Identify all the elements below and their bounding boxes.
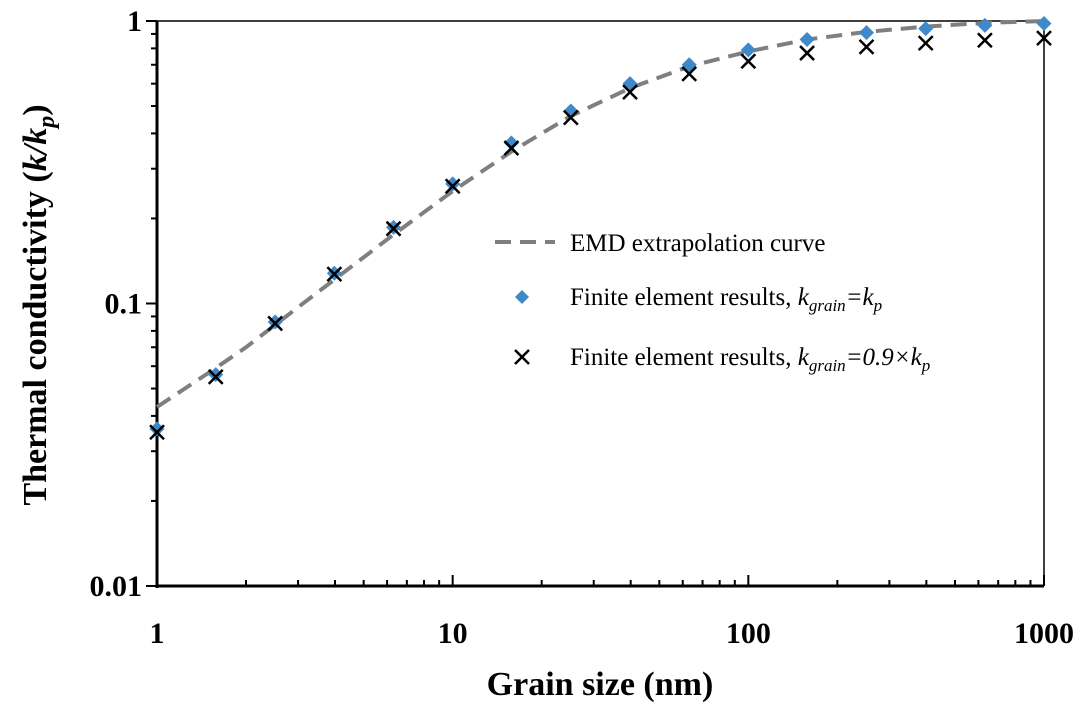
fe-kp-point — [977, 17, 993, 33]
axis-tick-labels: 1 10 100 1000 0.01 0.1 1 — [90, 5, 1075, 650]
fe-kp-point — [208, 367, 224, 383]
fe-kp-point — [918, 21, 934, 37]
legend-label-emd: EMD extrapolation curve — [570, 230, 825, 257]
legend-label-fe-kp: Finite element results, kgrain=kp — [570, 284, 882, 315]
fe-09kp-point — [1036, 30, 1052, 46]
fe-kp-point — [622, 76, 638, 92]
fe-09kp-point — [858, 38, 875, 55]
fe-09kp-point — [976, 32, 993, 49]
fe-09kp-point — [740, 53, 757, 70]
y-tick-label: 1 — [127, 5, 142, 38]
legend: EMD extrapolation curve Finite element r… — [495, 230, 930, 375]
x-tick-label: 100 — [726, 617, 771, 650]
fe-09kp-point — [917, 35, 934, 52]
fe-kp-point — [740, 42, 756, 58]
fe-kp-point — [859, 25, 875, 41]
x-tick-label: 1000 — [1014, 617, 1074, 650]
legend-label-fe-09kp: Finite element results, kgrain=0.9×kp — [570, 344, 930, 375]
legend-x-swatch — [514, 349, 530, 365]
y-tick-label: 0.01 — [90, 570, 143, 603]
axis-ticks — [146, 20, 1045, 587]
fe-09kp-point — [207, 368, 224, 385]
series-layer — [149, 15, 1052, 441]
fe-09kp-point — [503, 140, 520, 156]
fe-09kp-point — [149, 424, 165, 441]
fe-kp-point — [799, 32, 815, 48]
fe-09kp-point — [681, 65, 698, 82]
fe-kp-point — [445, 176, 461, 192]
fe-09kp-point — [444, 178, 461, 195]
fe-09kp-point — [562, 109, 579, 126]
fe-09kp-point — [267, 315, 284, 332]
fe-09kp-point — [385, 220, 402, 237]
y-axis-title: Thermal conductivity (k/kp) — [17, 104, 60, 505]
fe-09kp-point — [622, 84, 638, 101]
x-axis-title: Grain size (nm) — [487, 666, 714, 703]
x-tick-label: 10 — [438, 617, 468, 650]
fe-kp-point — [1036, 15, 1052, 31]
fe-09kp-point — [326, 266, 343, 283]
fe-kp-point — [149, 421, 165, 437]
legend-diamond-swatch — [515, 290, 529, 304]
fe-kp-point — [503, 135, 519, 151]
fe-09kp-point — [799, 45, 815, 61]
x-tick-label: 1 — [150, 617, 165, 650]
y-tick-label: 0.1 — [105, 288, 143, 321]
